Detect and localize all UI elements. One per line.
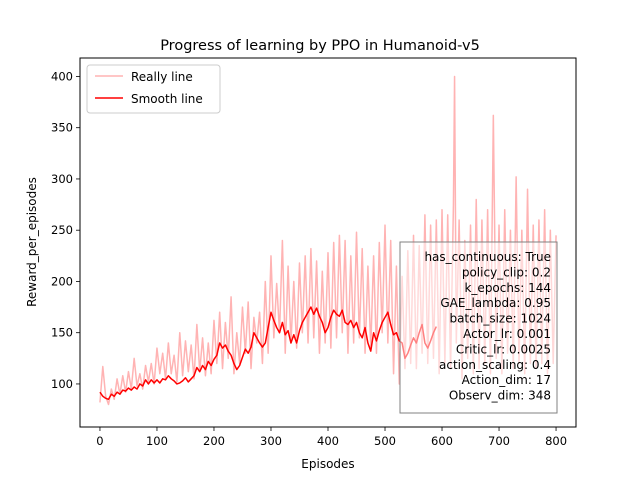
annotation-line: Critic_lr: 0.0025 xyxy=(456,342,551,356)
chart-title: Progress of learning by PPO in Humanoid-… xyxy=(160,38,480,54)
y-tick-label: 250 xyxy=(51,223,73,237)
legend-entry-really-line: Really line xyxy=(131,70,193,84)
x-tick-label: 500 xyxy=(374,434,396,448)
annotation-line: batch_size: 1024 xyxy=(449,312,551,326)
x-tick-label: 100 xyxy=(146,434,168,448)
annotation-line: GAE_lambda: 0.95 xyxy=(440,296,551,310)
annotation-line: Actor_lr: 0.001 xyxy=(463,327,551,341)
legend-entry-smooth-line: Smooth line xyxy=(131,92,203,106)
y-tick-label: 350 xyxy=(51,121,73,135)
y-tick-label: 300 xyxy=(51,172,73,186)
annotation-line: has_continuous: True xyxy=(424,250,551,264)
x-tick-label: 400 xyxy=(317,434,339,448)
annotation-line: Action_dim: 17 xyxy=(462,373,551,387)
annotation-box xyxy=(399,241,558,414)
x-tick-label: 200 xyxy=(203,434,225,448)
y-axis: 100 150 200 250 300 350 400 xyxy=(51,69,80,391)
annotation-line: policy_clip: 0.2 xyxy=(462,265,551,279)
x-tick-label: 700 xyxy=(488,434,510,448)
x-tick-label: 600 xyxy=(431,434,453,448)
y-tick-label: 400 xyxy=(51,69,73,83)
y-tick-label: 100 xyxy=(51,377,73,391)
x-tick-label: 300 xyxy=(260,434,282,448)
x-axis-label: Episodes xyxy=(301,457,354,471)
legend-box xyxy=(86,64,221,114)
annotation-line: Observ_dim: 348 xyxy=(449,389,551,403)
x-tick-label: 0 xyxy=(96,434,103,448)
y-tick-label: 150 xyxy=(51,326,73,340)
y-axis-label: Reward_per_episodes xyxy=(25,177,39,307)
annotation-line: action_scaling: 0.4 xyxy=(439,358,551,372)
legend: Really line Smooth line xyxy=(86,64,221,114)
x-axis: 0 100 200 300 400 500 600 700 800 xyxy=(96,427,567,448)
y-tick-label: 200 xyxy=(51,274,73,288)
series-line-smooth-line xyxy=(99,306,438,401)
x-tick-label: 800 xyxy=(545,434,567,448)
annotation-line: k_epochs: 144 xyxy=(464,281,551,295)
